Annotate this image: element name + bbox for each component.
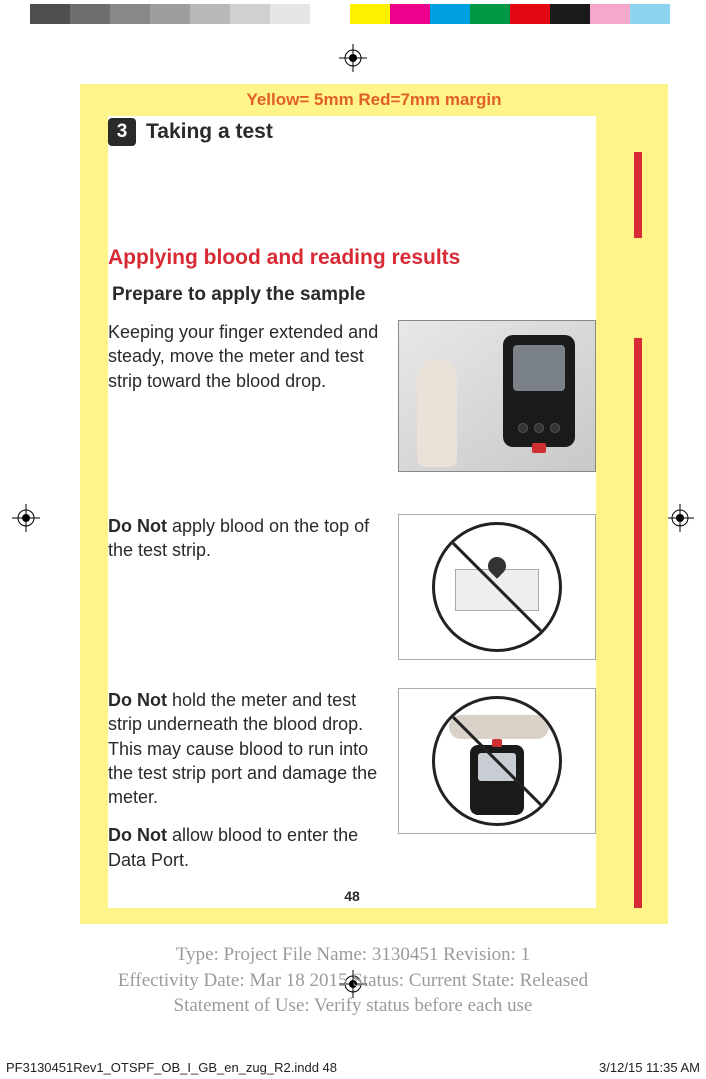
color-swatch	[590, 4, 630, 24]
prohibit-circle-icon	[432, 522, 562, 652]
color-swatch	[310, 4, 350, 24]
color-swatch	[110, 4, 150, 24]
subheading: Prepare to apply the sample	[112, 284, 596, 306]
print-footer: PF3130451Rev1_OTSPF_OB_I_GB_en_zug_R2.in…	[0, 1060, 706, 1075]
manual-page-box: Yellow= 5mm Red=7mm margin 3 Taking a te…	[80, 84, 668, 924]
footer-timestamp: 3/12/15 11:35 AM	[599, 1060, 700, 1075]
instruction-text-1: Keeping your finger extended and steady,…	[108, 320, 380, 393]
printer-color-bar	[0, 4, 706, 24]
finger-icon	[417, 359, 457, 467]
color-swatch	[230, 4, 270, 24]
do-not-label: Do Not	[108, 516, 167, 536]
color-swatch	[430, 4, 470, 24]
content-area: 3 Taking a test Applying blood and readi…	[108, 116, 596, 908]
instruction-text-3: Do Not hold the meter and test strip und…	[108, 688, 380, 872]
do-not-label: Do Not	[108, 690, 167, 710]
registration-mark-right	[666, 504, 694, 537]
color-swatch	[510, 4, 550, 24]
color-swatch	[630, 4, 670, 24]
step-number-badge: 3	[108, 118, 136, 146]
meter-icon	[503, 335, 575, 447]
meta-line-3: Statement of Use: Verify status before e…	[0, 993, 706, 1019]
color-swatch	[270, 4, 310, 24]
color-swatch	[70, 4, 110, 24]
page-number: 48	[108, 888, 596, 904]
figure-apply-sample	[398, 320, 596, 472]
color-swatch	[350, 4, 390, 24]
registration-mark-left	[12, 504, 40, 537]
color-swatch	[30, 4, 70, 24]
document-meta: Type: Project File Name: 3130451 Revisio…	[0, 942, 706, 1019]
margin-note: Yellow= 5mm Red=7mm margin	[80, 84, 668, 116]
figure-do-not-under	[398, 688, 596, 834]
heading: Applying blood and reading results	[108, 246, 596, 270]
color-swatch	[190, 4, 230, 24]
instruction-row-2: Do Not apply blood on the top of the tes…	[108, 514, 596, 660]
meta-line-1: Type: Project File Name: 3130451 Revisio…	[0, 942, 706, 968]
instruction-text-2: Do Not apply blood on the top of the tes…	[108, 514, 380, 563]
instruction-row-3: Do Not hold the meter and test strip und…	[108, 688, 596, 872]
registration-mark-top	[339, 44, 367, 77]
do-not-label: Do Not	[108, 825, 167, 845]
footer-filename: PF3130451Rev1_OTSPF_OB_I_GB_en_zug_R2.in…	[6, 1060, 337, 1075]
color-swatch	[390, 4, 430, 24]
figure-do-not-top	[398, 514, 596, 660]
section-header: 3 Taking a test	[108, 118, 596, 146]
red-tab-top	[634, 152, 642, 238]
instruction-row-1: Keeping your finger extended and steady,…	[108, 320, 596, 472]
section-title: Taking a test	[146, 120, 273, 144]
meta-line-2: Effectivity Date: Mar 18 2015 Status: Cu…	[0, 968, 706, 994]
red-tab-bottom	[634, 338, 642, 908]
color-swatch	[470, 4, 510, 24]
prohibit-circle-icon	[432, 696, 562, 826]
color-swatch	[150, 4, 190, 24]
color-swatch	[550, 4, 590, 24]
page-root: Yellow= 5mm Red=7mm margin 3 Taking a te…	[0, 4, 706, 1079]
